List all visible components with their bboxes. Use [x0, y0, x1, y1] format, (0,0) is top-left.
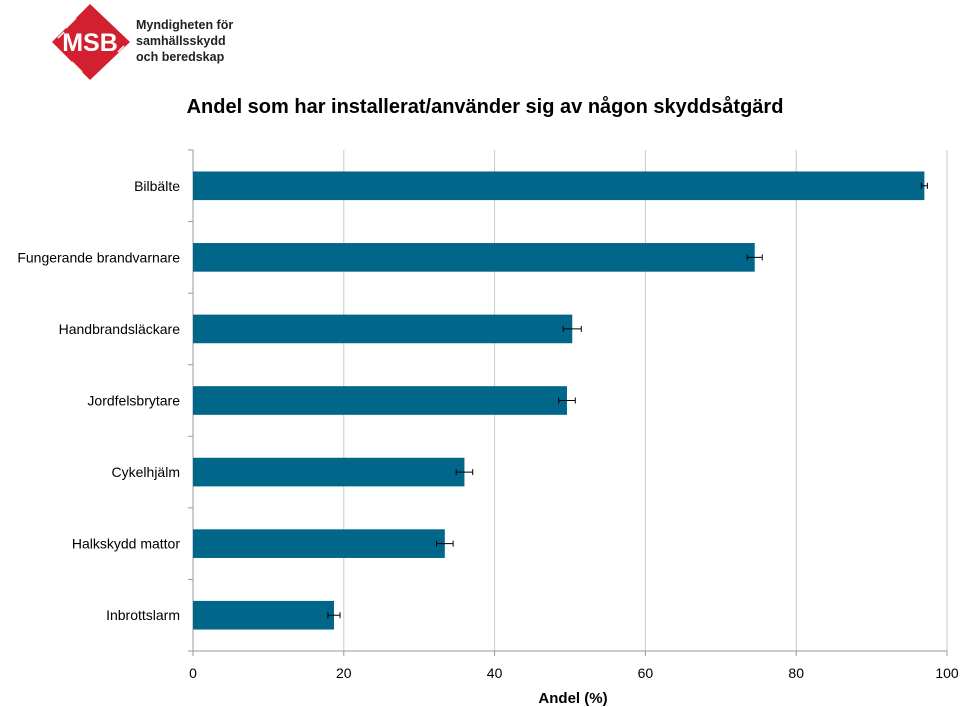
bar — [193, 600, 334, 630]
category-label: Jordfelsbrytare — [87, 393, 180, 409]
bar — [193, 314, 573, 344]
logo-wordmark: Myndigheten för samhällsskydd och bereds… — [136, 17, 233, 65]
x-tick-label: 100 — [935, 665, 959, 681]
x-axis-label: Andel (%) — [538, 690, 607, 707]
bar-chart: 0 20 40 60 80 100 Bilbälte Fungerande brandvarn… — [17, 149, 959, 707]
x-tick-label: 60 — [638, 665, 654, 681]
category-label: Cykelhjälm — [112, 464, 180, 480]
logo-line-1: Myndigheten för — [136, 18, 234, 32]
bar — [193, 457, 465, 487]
x-tick-label: 20 — [336, 665, 352, 681]
logo-line-3: och beredskap — [136, 50, 225, 64]
logo-line-2: samhällsskydd — [136, 34, 226, 48]
logo-mark-text: MSB — [62, 29, 118, 57]
category-label: Handbrandsläckare — [59, 321, 181, 337]
category-label: Fungerande brandvarnare — [17, 249, 180, 265]
bar — [193, 171, 925, 201]
category-label: Halkskydd mattor — [72, 536, 180, 552]
msb-logo: MSB Myndigheten för samhällsskydd och be… — [52, 4, 242, 80]
msb-logo-mark: MSB — [52, 4, 130, 80]
chart-title: Andel som har installerat/använder sig a… — [186, 96, 784, 118]
category-label: Bilbälte — [134, 178, 180, 194]
category-label: Inbrottslarm — [106, 607, 180, 623]
bar — [193, 529, 445, 558]
bar — [193, 243, 755, 272]
bar — [193, 386, 567, 415]
x-tick-label: 0 — [189, 665, 197, 681]
x-tick-label: 80 — [788, 665, 804, 681]
x-tick-label: 40 — [487, 665, 503, 681]
